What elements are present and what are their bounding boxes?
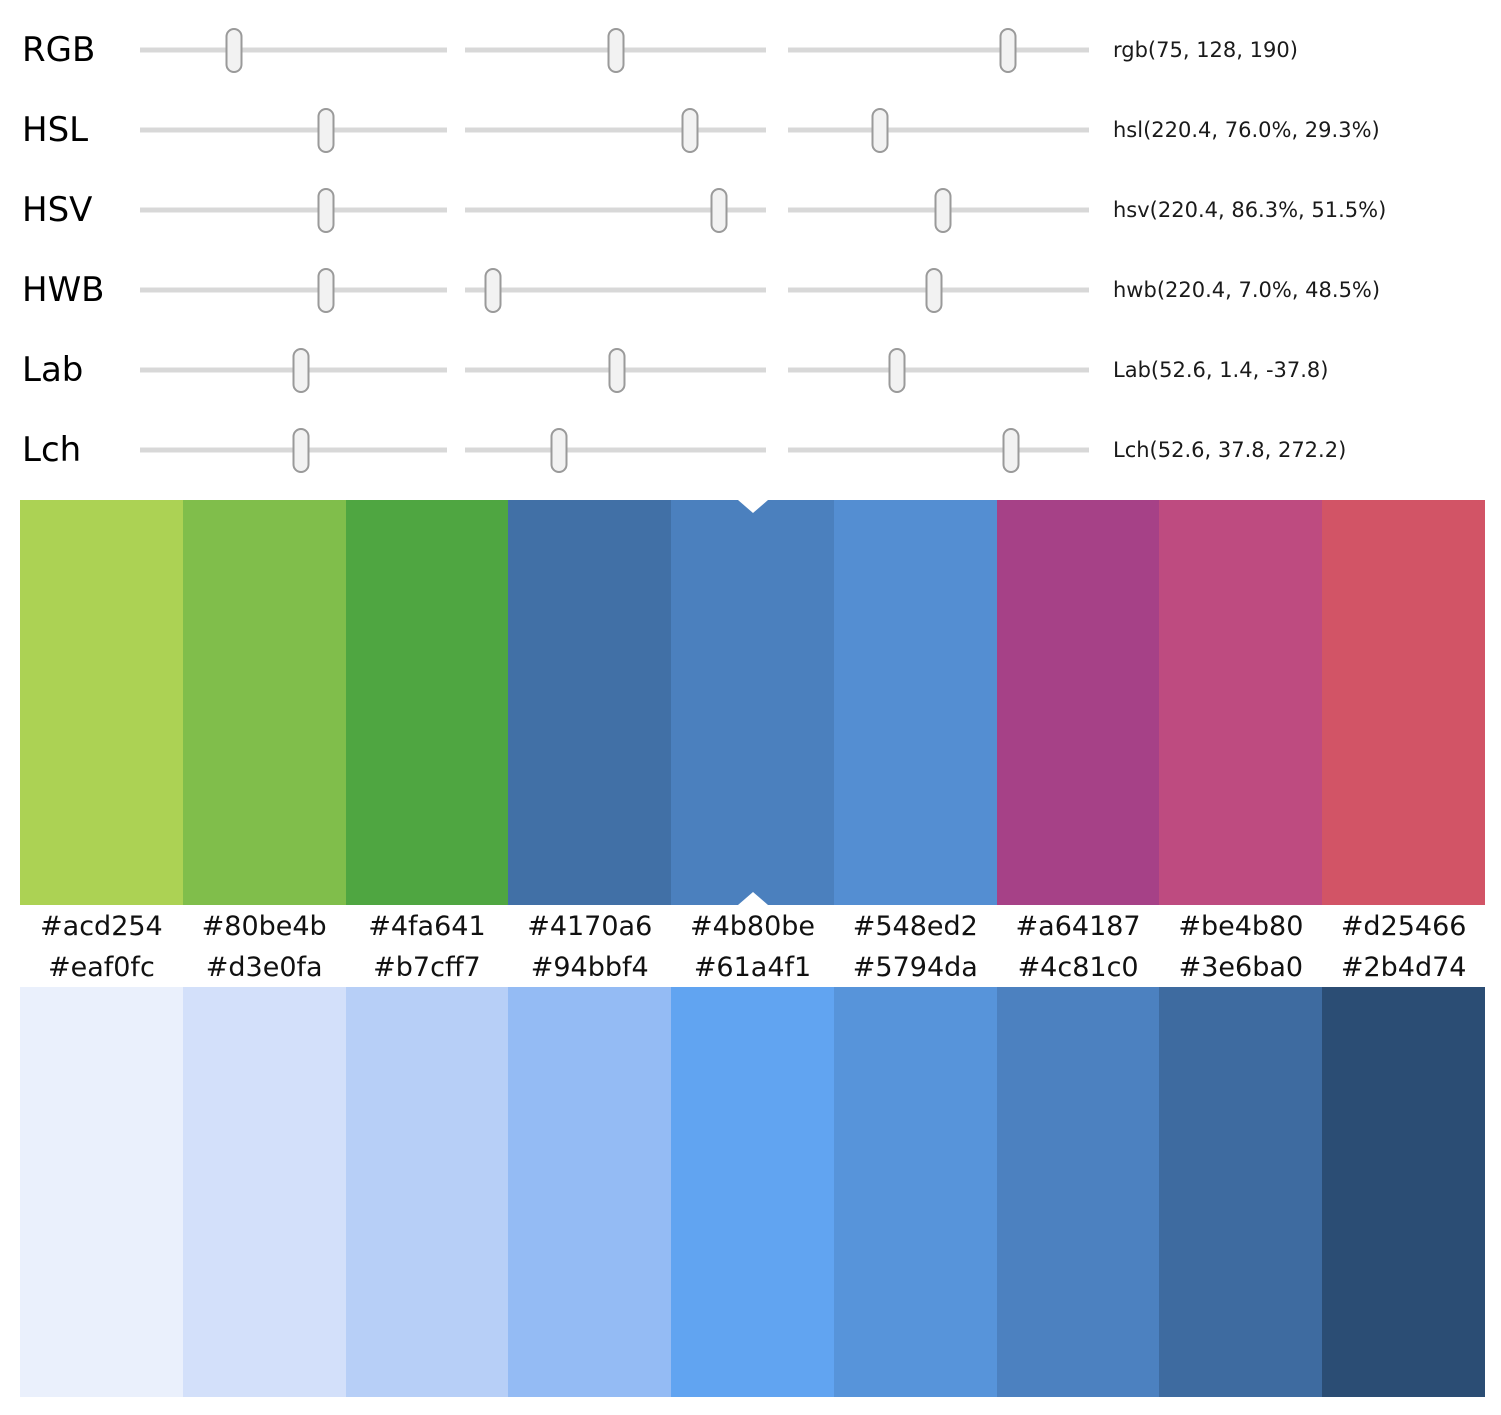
palette-swatch[interactable] xyxy=(1322,500,1486,905)
palette-swatch[interactable] xyxy=(182,500,346,905)
palette-swatch[interactable] xyxy=(1159,500,1323,905)
hwb-b-slider-handle[interactable] xyxy=(925,267,943,313)
palette-swatch[interactable] xyxy=(508,500,672,905)
hsl-h-slider-handle[interactable] xyxy=(317,107,335,153)
palette-swatch[interactable] xyxy=(833,500,997,905)
hsv-h-slider-track[interactable] xyxy=(140,187,447,233)
hsl-l-slider-handle[interactable] xyxy=(871,107,888,153)
hex-code-label: #548ed2 xyxy=(852,911,978,942)
shade-palette-hex-labels: #eaf0fc #d3e0fa #b7cff7 #94bbf4 #61a4f1 … xyxy=(20,949,1485,987)
hsv-value-readout: hsv(220.4, 86.3%, 51.5%) xyxy=(1113,198,1387,222)
palette-swatch[interactable] xyxy=(671,987,834,1397)
palette-swatch[interactable] xyxy=(1159,987,1323,1397)
palette-swatch[interactable] xyxy=(1322,987,1486,1397)
hsl-s-slider-track[interactable] xyxy=(465,107,766,153)
slider-row-rgb: RGB rgb(75, 128, 190) xyxy=(0,10,1501,90)
rgb-r-slider-handle[interactable] xyxy=(225,27,243,73)
palette-swatch[interactable] xyxy=(508,987,672,1397)
lch-c-slider-track[interactable] xyxy=(465,427,766,473)
hex-code-label: #4fa641 xyxy=(368,911,486,942)
lab-b-slider-handle[interactable] xyxy=(888,347,906,393)
hwb-h-slider-track[interactable] xyxy=(140,267,447,313)
hwb-w-slider-handle[interactable] xyxy=(484,267,502,313)
rgb-value-readout: rgb(75, 128, 190) xyxy=(1113,38,1298,62)
hsv-s-slider-handle[interactable] xyxy=(710,187,728,233)
rgb-b-slider-handle[interactable] xyxy=(999,27,1017,73)
slider-row-lab: Lab Lab(52.6, 1.4, -37.8) xyxy=(0,330,1501,410)
hex-code-label: #acd254 xyxy=(40,911,163,942)
hwb-h-slider-handle[interactable] xyxy=(317,267,335,313)
selected-swatch-marker-bottom xyxy=(738,892,768,905)
hex-code-label: #be4b80 xyxy=(1178,911,1304,942)
hex-code-label: #b7cff7 xyxy=(373,952,481,983)
lch-l-slider-track[interactable] xyxy=(140,427,447,473)
hex-code-label: #94bbf4 xyxy=(530,952,649,983)
slider-row-hsl: HSL hsl(220.4, 76.0%, 29.3%) xyxy=(0,90,1501,170)
lab-value-readout: Lab(52.6, 1.4, -37.8) xyxy=(1113,358,1329,382)
lab-b-slider-track[interactable] xyxy=(788,347,1089,393)
lch-h-slider-track[interactable] xyxy=(788,427,1089,473)
slider-row-hsv: HSV hsv(220.4, 86.3%, 51.5%) xyxy=(0,170,1501,250)
palette-swatch[interactable] xyxy=(996,500,1160,905)
palette-swatch[interactable] xyxy=(345,987,509,1397)
palette-swatch-selected[interactable] xyxy=(671,500,834,905)
lch-c-slider-handle[interactable] xyxy=(550,427,568,473)
palette-swatch[interactable] xyxy=(20,500,183,905)
hex-code-label: #3e6ba0 xyxy=(1178,952,1304,983)
colorspace-label-lab: Lab xyxy=(22,350,84,390)
hsv-s-slider-track[interactable] xyxy=(465,187,766,233)
hwb-value-readout: hwb(220.4, 7.0%, 48.5%) xyxy=(1113,278,1381,302)
hex-code-label: #a64187 xyxy=(1015,911,1141,942)
palette-swatch[interactable] xyxy=(182,987,346,1397)
lch-h-slider-handle[interactable] xyxy=(1002,427,1020,473)
palette-swatch[interactable] xyxy=(996,987,1160,1397)
hex-code-label: #d25466 xyxy=(1340,911,1467,942)
palette-swatch[interactable] xyxy=(20,987,183,1397)
hsl-l-slider-track[interactable] xyxy=(788,107,1089,153)
hsl-h-slider-track[interactable] xyxy=(140,107,447,153)
colorspace-label-lch: Lch xyxy=(22,430,82,470)
rgb-g-slider-handle[interactable] xyxy=(607,27,625,73)
lab-l-slider-handle[interactable] xyxy=(292,347,310,393)
hex-code-label: #4c81c0 xyxy=(1017,952,1139,983)
colorspace-label-rgb: RGB xyxy=(22,30,96,70)
hex-code-label: #d3e0fa xyxy=(205,952,323,983)
lch-l-slider-handle[interactable] xyxy=(292,427,310,473)
hsv-v-slider-track[interactable] xyxy=(788,187,1089,233)
hex-code-label: #eaf0fc xyxy=(47,952,155,983)
shade-palette xyxy=(20,987,1486,1397)
rgb-b-slider-track[interactable] xyxy=(788,27,1089,73)
slider-row-hwb: HWB hwb(220.4, 7.0%, 48.5%) xyxy=(0,250,1501,330)
selected-swatch-marker-top xyxy=(738,500,768,513)
hsv-h-slider-handle[interactable] xyxy=(317,187,335,233)
lab-a-slider-handle[interactable] xyxy=(608,347,626,393)
hwb-w-slider-track[interactable] xyxy=(465,267,766,313)
hex-code-label: #4170a6 xyxy=(527,911,653,942)
lab-a-slider-track[interactable] xyxy=(465,347,766,393)
hsl-s-slider-handle[interactable] xyxy=(681,107,699,153)
hwb-b-slider-track[interactable] xyxy=(788,267,1089,313)
colorspace-label-hwb: HWB xyxy=(22,270,105,310)
slider-row-lch: Lch Lch(52.6, 37.8, 272.2) xyxy=(0,410,1501,490)
hex-code-label: #4b80be xyxy=(689,911,816,942)
rgb-r-slider-track[interactable] xyxy=(140,27,447,73)
colorspace-label-hsl: HSL xyxy=(22,110,89,150)
hex-code-label: #61a4f1 xyxy=(693,952,812,983)
palette-swatch[interactable] xyxy=(345,500,509,905)
hue-palette-hex-labels: #acd254 #80be4b #4fa641 #4170a6 #4b80be … xyxy=(20,905,1485,949)
colorspace-label-hsv: HSV xyxy=(22,190,93,230)
hsv-v-slider-handle[interactable] xyxy=(934,187,952,233)
hsl-value-readout: hsl(220.4, 76.0%, 29.3%) xyxy=(1113,118,1380,142)
palette-swatch[interactable] xyxy=(833,987,997,1397)
rgb-g-slider-track[interactable] xyxy=(465,27,766,73)
hex-code-label: #2b4d74 xyxy=(1340,952,1467,983)
lab-l-slider-track[interactable] xyxy=(140,347,447,393)
hex-code-label: #80be4b xyxy=(201,911,327,942)
lch-value-readout: Lch(52.6, 37.8, 272.2) xyxy=(1113,438,1347,462)
hue-palette xyxy=(20,500,1486,905)
hex-code-label: #5794da xyxy=(852,952,978,983)
